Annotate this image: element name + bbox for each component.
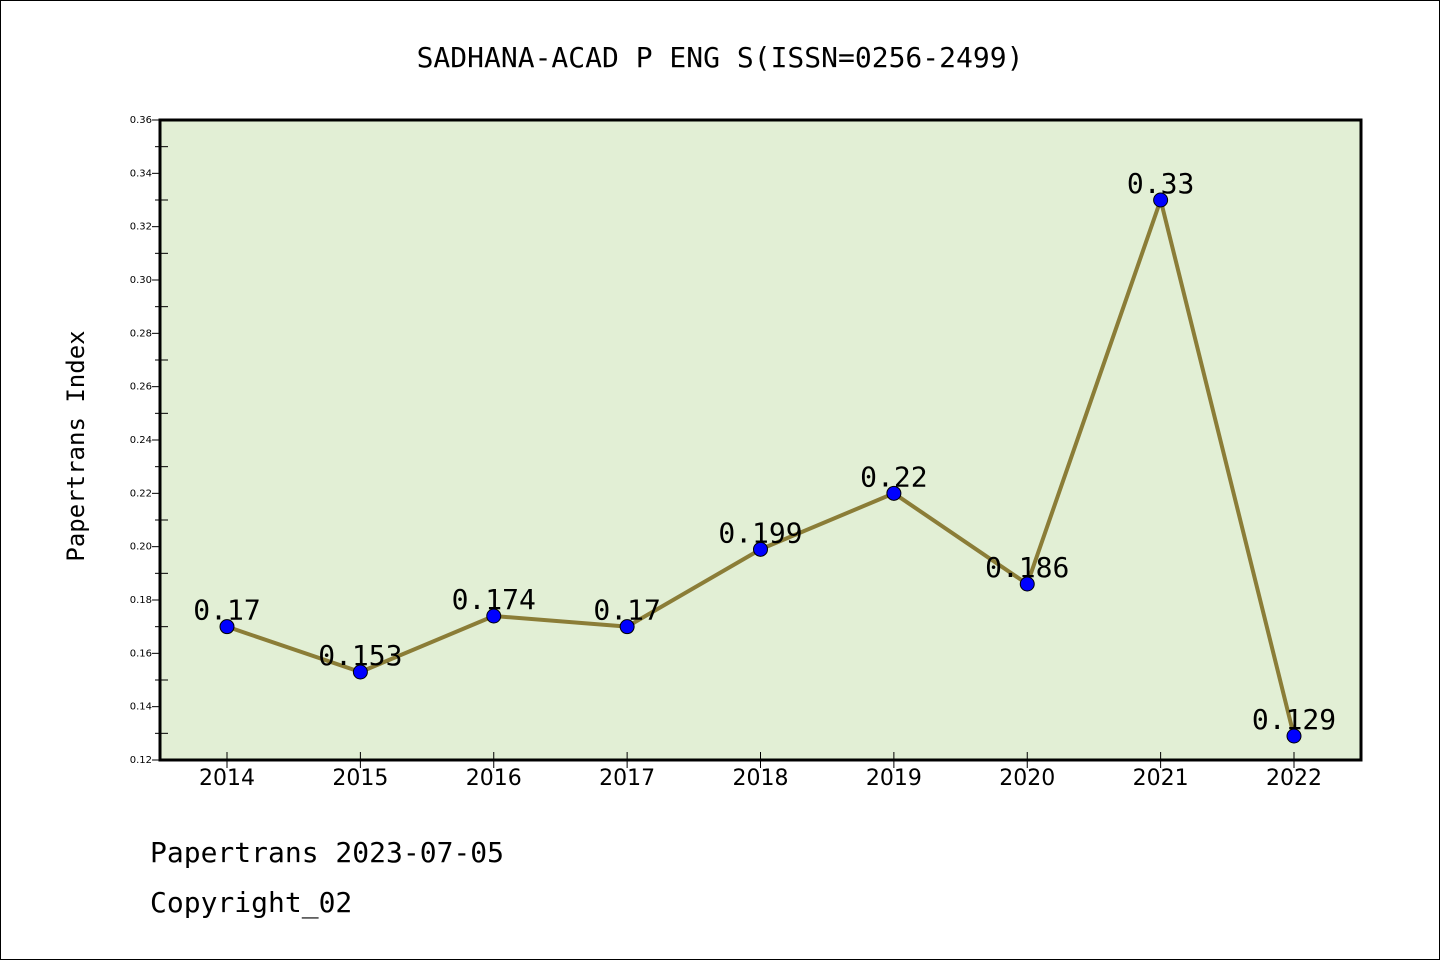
data-point [753, 541, 768, 557]
data-points [219, 192, 1302, 744]
y-tick-label: 0.34 [130, 168, 152, 179]
y-tick-label: 0.18 [130, 595, 152, 606]
data-label: 0.186 [985, 551, 1069, 584]
data-labels: 0.17 0.153 0.174 0.17 0.199 0.22 0.186 0.33 0.12… [193, 167, 1336, 736]
chart-title: SADHANA-ACAD P ENG S(ISSN=0256-2499) [417, 41, 1024, 74]
x-tick-label: 2021 [1133, 766, 1189, 791]
x-tick-label: 2019 [866, 766, 922, 791]
y-axis-label: Papertrans Index [62, 330, 90, 561]
data-label: 0.17 [193, 594, 260, 627]
y-tick-label: 0.20 [130, 542, 152, 553]
y-tick-label: 0.14 [130, 702, 152, 713]
x-tick-label: 2014 [199, 766, 255, 791]
x-tick-label: 2017 [599, 766, 655, 791]
footer-copyright-text: Copyright_02 [150, 886, 353, 919]
data-label: 0.153 [318, 639, 402, 672]
x-tick-label: 2022 [1266, 766, 1322, 791]
x-tick-label: 2015 [332, 766, 388, 791]
data-point [486, 608, 502, 624]
y-tick-label: 0.24 [130, 435, 152, 446]
data-label: 0.174 [452, 583, 536, 616]
data-label: 0.199 [718, 516, 802, 549]
y-tick-label: 0.22 [130, 488, 152, 499]
axes: 0.12 0.14 0.16 0.18 0.20 0.22 0.24 0.26 0.28 0.30… [130, 115, 1322, 791]
y-tick-label: 0.28 [130, 328, 152, 339]
y-tick-label: 0.16 [130, 648, 152, 659]
data-point [886, 485, 902, 501]
data-point [219, 619, 235, 635]
y-tick-label: 0.12 [130, 755, 152, 766]
data-label: 0.22 [860, 460, 927, 493]
plot-area [160, 120, 1361, 760]
data-point [619, 619, 635, 635]
x-tick-label: 2016 [466, 766, 522, 791]
data-point [1286, 728, 1302, 744]
footer-date-text: Papertrans 2023-07-05 [150, 836, 505, 869]
x-tick-label: 2018 [733, 766, 789, 791]
data-point [352, 664, 368, 680]
data-label: 0.33 [1127, 167, 1194, 200]
plot-border [158, 118, 1363, 762]
x-tick-label: 2020 [999, 766, 1055, 791]
y-tick-label: 0.32 [130, 222, 152, 233]
data-label: 0.17 [593, 594, 660, 627]
data-label: 0.129 [1252, 703, 1336, 736]
data-point [1153, 192, 1169, 208]
y-tick-label: 0.36 [130, 115, 152, 126]
data-point [1019, 576, 1035, 592]
y-tick-label: 0.26 [130, 382, 152, 393]
y-tick-label: 0.30 [130, 275, 152, 286]
